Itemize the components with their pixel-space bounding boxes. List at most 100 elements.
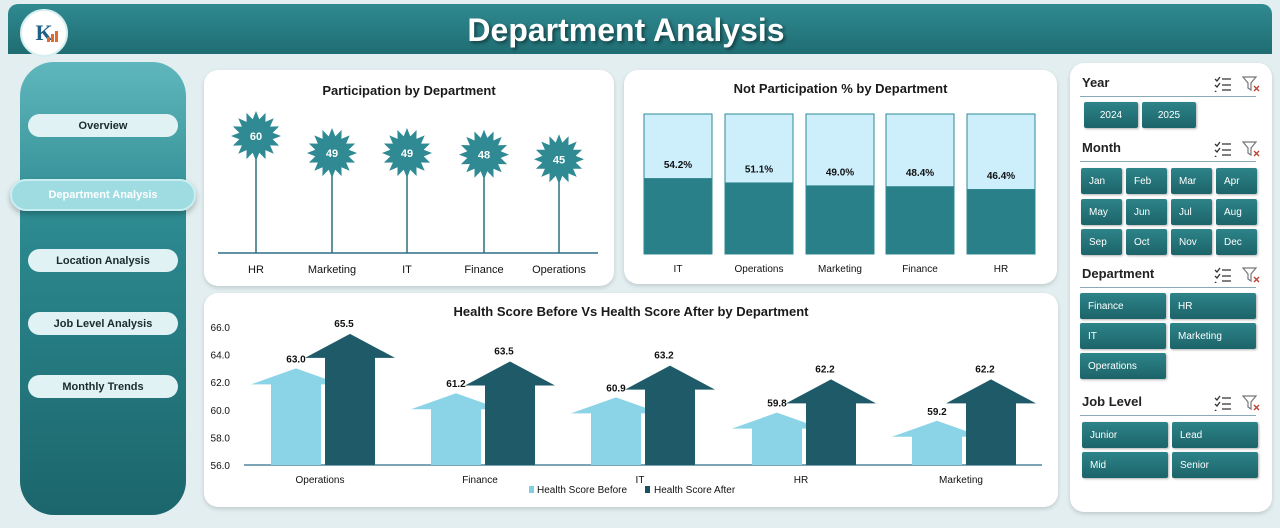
data-label-before-hr: 59.8 <box>767 399 787 410</box>
job-level-option-mid[interactable]: Mid <box>1082 452 1168 478</box>
department-option-hr[interactable]: HR <box>1170 293 1256 319</box>
not-participation-chart-title: Not Participation % by Department <box>733 81 948 96</box>
y-tick-label-56-0: 56.0 <box>211 461 231 472</box>
x-tick-label-finance: Finance <box>462 475 498 486</box>
arrow-before-finance <box>411 393 501 465</box>
arrow-after-finance <box>465 361 555 465</box>
clear-filter-icon[interactable] <box>1242 141 1260 157</box>
data-label-marketing: 49 <box>326 148 338 160</box>
month-option-dec[interactable]: Dec <box>1216 229 1257 255</box>
lollipop-burst-marketing <box>307 128 357 178</box>
bar-hr <box>967 189 1035 254</box>
health-score-card: Health Score Before Vs Health Score Afte… <box>204 293 1058 507</box>
year-filter-label: Year <box>1082 75 1110 90</box>
month-option-aug[interactable]: Aug <box>1216 199 1257 225</box>
department-option-marketing[interactable]: Marketing <box>1170 323 1256 349</box>
x-tick-label-finance: Finance <box>902 264 938 275</box>
data-label-before-marketing: 59.2 <box>927 407 947 418</box>
month-option-oct[interactable]: Oct <box>1126 229 1167 255</box>
sidebar-nav <box>20 62 186 515</box>
nav-overview-button[interactable]: Overview <box>28 114 178 137</box>
x-tick-label-it: IT <box>402 264 412 276</box>
data-label-it: 49 <box>401 148 413 160</box>
month-option-nov[interactable]: Nov <box>1171 229 1212 255</box>
multi-select-icon[interactable] <box>1214 76 1232 92</box>
multi-select-icon[interactable] <box>1214 141 1232 157</box>
department-filter-label: Department <box>1082 266 1155 281</box>
bar-finance <box>886 186 954 254</box>
x-tick-label-it: IT <box>674 264 683 275</box>
x-tick-label-hr: HR <box>248 264 264 276</box>
job-level-option-junior[interactable]: Junior <box>1082 422 1168 448</box>
month-option-jan[interactable]: Jan <box>1081 168 1122 194</box>
month-filter-header: Month <box>1080 138 1260 162</box>
data-label-after-operations: 65.5 <box>334 319 354 330</box>
x-tick-label-marketing: Marketing <box>939 475 983 486</box>
nav-job-level-analysis-button[interactable]: Job Level Analysis <box>28 312 178 335</box>
arrow-after-it <box>625 365 715 465</box>
arrow-after-marketing <box>946 379 1036 465</box>
x-tick-label-marketing: Marketing <box>818 264 862 275</box>
lollipop-burst-finance <box>459 129 509 180</box>
multi-select-icon[interactable] <box>1214 267 1232 283</box>
x-tick-label-operations: Operations <box>532 264 586 276</box>
participation-chart: 60 HR 49 Marketing 49 IT 48 Finance 45 Operations <box>218 111 598 276</box>
department-option-operations[interactable]: Operations <box>1080 353 1166 379</box>
not-participation-chart: 54.2% IT 51.1% Operations 49.0% Marketing 48.4… <box>643 113 1036 275</box>
month-option-apr[interactable]: Apr <box>1216 168 1257 194</box>
month-option-jun[interactable]: Jun <box>1126 199 1167 225</box>
clear-filter-icon[interactable] <box>1242 267 1260 283</box>
not-participation-card: Not Participation % by Department 54.2% I… <box>624 70 1057 284</box>
year-option-2025[interactable]: 2025 <box>1142 102 1196 128</box>
data-label-operations: 45 <box>553 154 565 166</box>
month-option-sep[interactable]: Sep <box>1081 229 1122 255</box>
participation-card: Participation by Department 60 HR 49 Market… <box>204 70 614 286</box>
year-option-2024[interactable]: 2024 <box>1084 102 1138 128</box>
data-label-marketing: 49.0% <box>826 167 854 178</box>
bar-marketing <box>806 185 874 254</box>
job-level-option-lead[interactable]: Lead <box>1172 422 1258 448</box>
job-level-filter-label: Job Level <box>1082 394 1142 409</box>
header-bar: K Department Analysis <box>8 4 1272 57</box>
month-option-jul[interactable]: Jul <box>1171 199 1212 225</box>
clear-filter-icon[interactable] <box>1242 76 1260 92</box>
y-tick-label-60-0: 60.0 <box>211 406 231 417</box>
month-option-feb[interactable]: Feb <box>1126 168 1167 194</box>
data-label-before-operations: 63.0 <box>286 354 306 365</box>
y-tick-label-66-0: 66.0 <box>211 323 231 334</box>
department-option-it[interactable]: IT <box>1080 323 1166 349</box>
bar-it <box>644 178 712 254</box>
job-level-filter-header: Job Level <box>1080 392 1260 416</box>
year-filter-header: Year <box>1080 73 1260 97</box>
arrow-before-it <box>571 397 661 465</box>
x-tick-label-operations: Operations <box>735 264 784 275</box>
y-tick-label-58-0: 58.0 <box>211 433 231 444</box>
clear-filter-icon[interactable] <box>1242 395 1260 411</box>
multi-select-icon[interactable] <box>1214 395 1232 411</box>
department-option-finance[interactable]: Finance <box>1080 293 1166 319</box>
data-label-before-it: 60.9 <box>606 383 626 394</box>
department-filter-header: Department <box>1080 264 1260 288</box>
data-label-after-it: 63.2 <box>654 351 674 362</box>
x-tick-label-operations: Operations <box>296 475 345 486</box>
nav-monthly-trends-button[interactable]: Monthly Trends <box>28 375 178 398</box>
lollipop-burst-hr <box>231 111 281 161</box>
arrow-before-hr <box>732 412 822 465</box>
month-option-may[interactable]: May <box>1081 199 1122 225</box>
health-score-chart: 56.0 58.0 60.0 62.0 64.0 66.0 63.0 65.5 Operatio… <box>211 319 1042 496</box>
data-label-after-hr: 62.2 <box>815 364 835 375</box>
legend-swatch-before <box>529 486 534 493</box>
nav-department-analysis-button[interactable]: Department Analysis <box>10 179 196 211</box>
nav-location-analysis-button[interactable]: Location Analysis <box>28 249 178 272</box>
month-option-mar[interactable]: Mar <box>1171 168 1212 194</box>
data-label-hr: 46.4% <box>987 171 1015 182</box>
x-tick-label-finance: Finance <box>464 264 503 276</box>
data-label-hr: 60 <box>250 131 262 143</box>
job-level-option-senior[interactable]: Senior <box>1172 452 1258 478</box>
logo-bars-icon <box>47 31 58 42</box>
legend-label-after: Health Score After <box>654 485 736 496</box>
data-label-operations: 51.1% <box>745 164 773 175</box>
participation-chart-title: Participation by Department <box>322 83 496 98</box>
arrow-after-hr <box>786 379 876 465</box>
health-score-chart-title: Health Score Before Vs Health Score Afte… <box>453 304 809 319</box>
